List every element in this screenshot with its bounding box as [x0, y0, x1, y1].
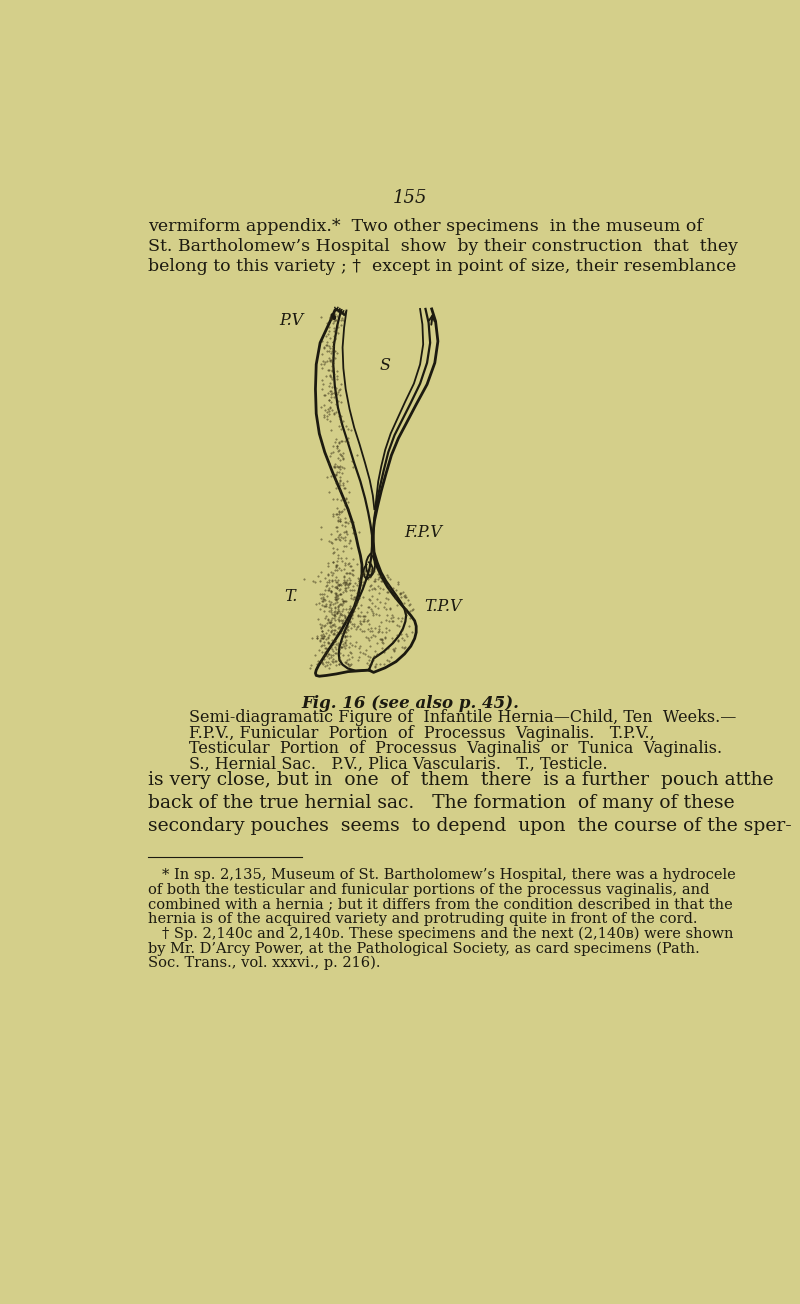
- Text: combined with a hernia ; but it differs from the condition described in that the: combined with a hernia ; but it differs …: [148, 897, 733, 911]
- Text: hernia is of the acquired variety and protruding quite in front of the cord.: hernia is of the acquired variety and pr…: [148, 911, 698, 926]
- Text: Semi-diagramatic Figure of  Infantile Hernia—Child, Ten  Weeks.—: Semi-diagramatic Figure of Infantile Her…: [189, 709, 737, 726]
- Text: Soc. Trans., vol. xxxvi., p. 216).: Soc. Trans., vol. xxxvi., p. 216).: [148, 956, 381, 970]
- Text: F.P.V., Funicular  Portion  of  Processus  Vaginalis.   T.P.V.,: F.P.V., Funicular Portion of Processus V…: [189, 725, 655, 742]
- Text: P.V: P.V: [280, 312, 304, 329]
- Text: T.: T.: [284, 588, 298, 605]
- Text: is very close, but in  one  of  them  there  is a further  pouch at⁠the: is very close, but in one of them there …: [148, 771, 774, 789]
- Text: F.P.V: F.P.V: [405, 524, 442, 541]
- Text: back of the true hernial sac.   The formation  of many ⁠of⁠ these: back of the true hernial sac. The format…: [148, 794, 734, 812]
- Text: secondary pouches  seems  to depend  upon  the course of the sper-: secondary pouches seems to depend upon t…: [148, 818, 792, 835]
- Text: † Sp. 2,140ᴄ and 2,140ᴅ. These specimens and the next (2,140ʙ) were shown: † Sp. 2,140ᴄ and 2,140ᴅ. These specimens…: [162, 926, 734, 941]
- Ellipse shape: [331, 314, 335, 319]
- Text: S., Hernial Sac.   P.V., Plica Vascularis.   T., Testicle.: S., Hernial Sac. P.V., Plica Vascularis.…: [189, 755, 608, 772]
- Text: S: S: [380, 357, 390, 374]
- Text: 155: 155: [393, 189, 427, 207]
- Text: * In sp. 2,135, Museum of St. Bartholomew’s Hospital, there was a hydrocele: * In sp. 2,135, Museum of St. Bartholome…: [162, 868, 736, 882]
- Text: vermiform appendix.*  Two other specimens  in the museum of: vermiform appendix.* Two other specimens…: [148, 218, 703, 235]
- Text: of both the testicular and funicular portions of the processus vaginalis, and: of both the testicular and funicular por…: [148, 883, 710, 897]
- Text: T.P.V: T.P.V: [424, 597, 462, 614]
- Text: St. Bartholomew’s Hospital  show  by their construction  that  they: St. Bartholomew’s Hospital show by their…: [148, 239, 738, 256]
- Text: Testicular  Portion  of  Processus  Vaginalis  or  Tunica  Vaginalis.: Testicular Portion of Processus Vaginali…: [189, 741, 722, 758]
- Text: Fig. 16 (see also p. 45).: Fig. 16 (see also p. 45).: [301, 695, 519, 712]
- Text: belong to this variety ; †  except in point of size, their resemblance: belong to this variety ; † except in poi…: [148, 258, 736, 275]
- Text: by Mr. D’Arcy Power, at the Pathological Society, as card specimens (Path.: by Mr. D’Arcy Power, at the Pathological…: [148, 941, 700, 956]
